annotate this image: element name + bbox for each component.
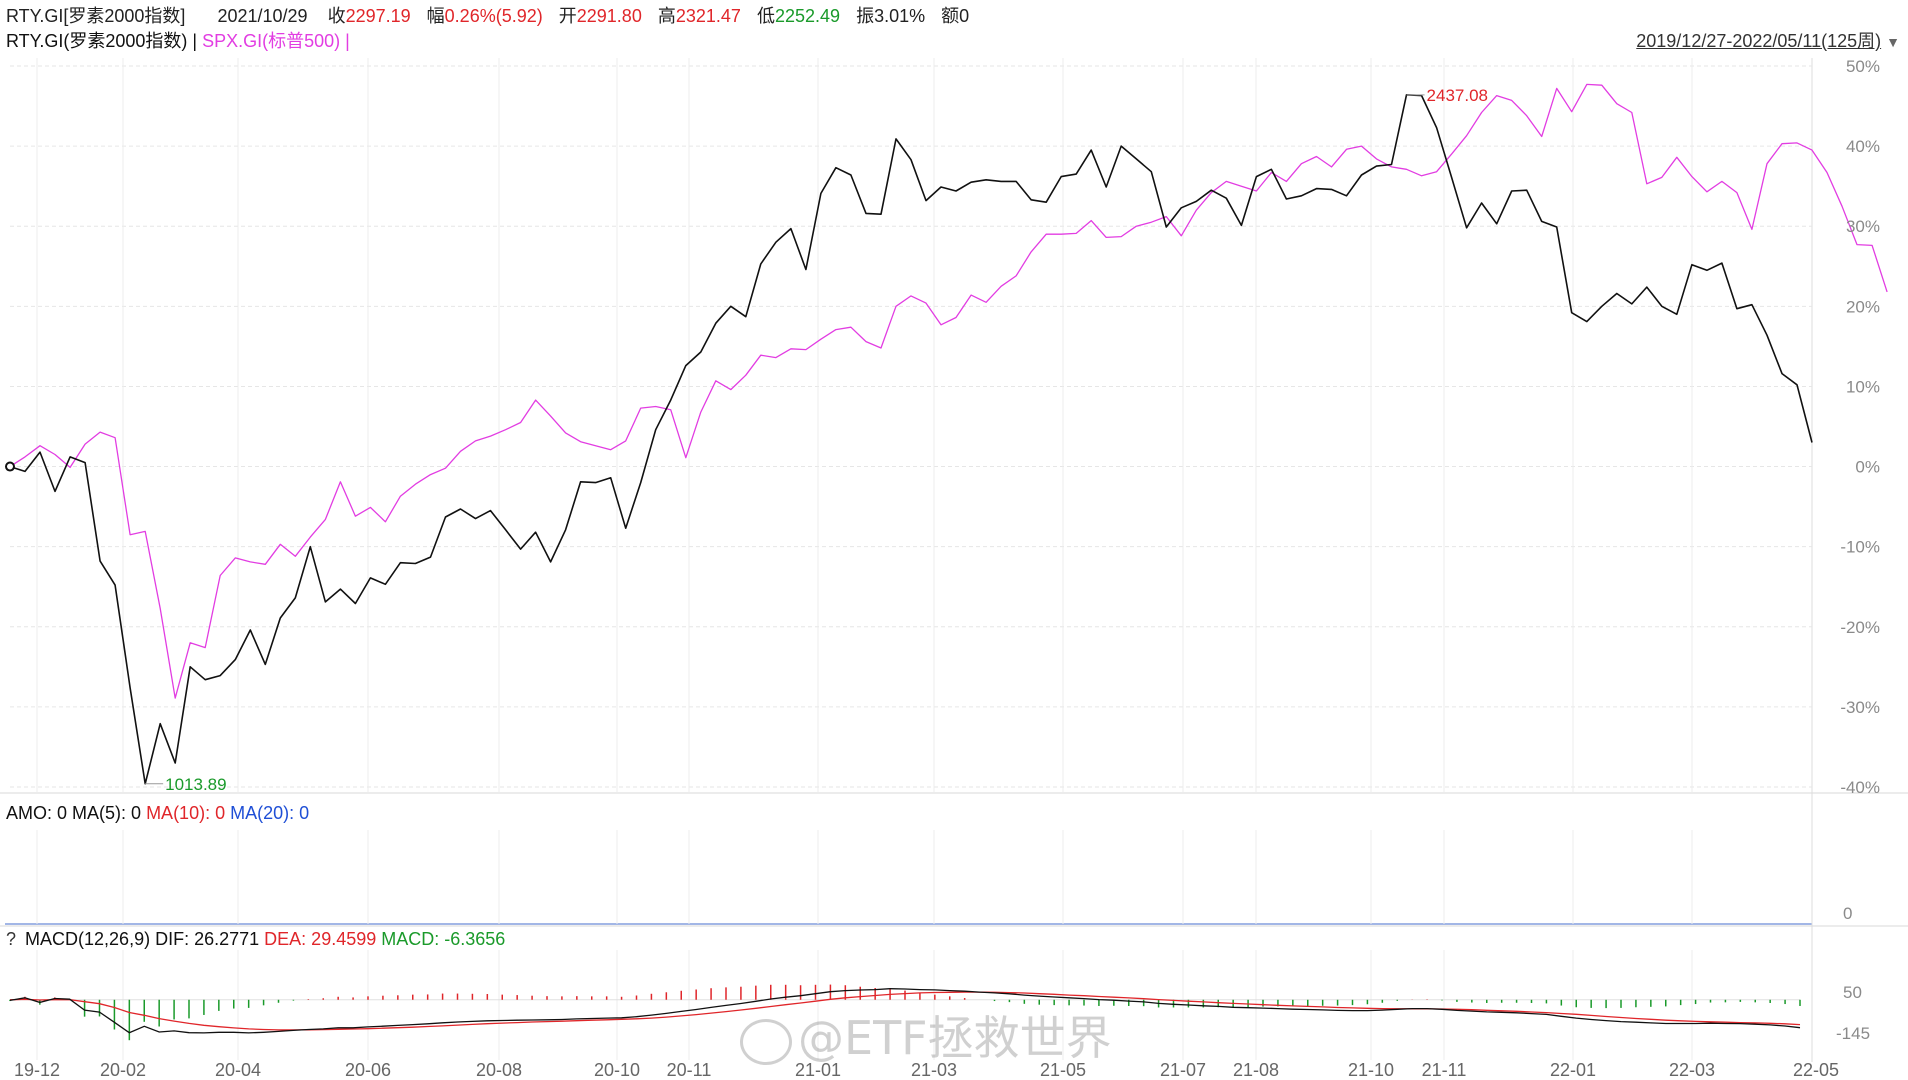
y-tick-label: 40% [1846, 137, 1880, 156]
legend-spx[interactable]: SPX.GI(标普500) | [202, 31, 350, 51]
amount-value: 0 [959, 6, 970, 26]
header-code: RTY.GI[罗素2000指数] [6, 6, 186, 26]
low-annotation: 1013.89 [165, 775, 226, 794]
x-tick-label: 19-12 [14, 1060, 60, 1080]
quote-header: RTY.GI[罗素2000指数] 2021/10/29 收2297.19 幅0.… [6, 2, 970, 26]
macd-tick-bottom: -145 [1836, 1024, 1871, 1043]
y-tick-label: -30% [1840, 698, 1880, 717]
y-tick-label: -40% [1840, 778, 1880, 797]
watermark: @ETF拯救世界 [740, 1002, 1112, 1068]
open-value: 2291.80 [576, 6, 642, 26]
macd-title: MACD(12,26,9) [25, 929, 151, 949]
x-tick-label: 20-04 [215, 1060, 261, 1080]
x-tick-label: 20-02 [100, 1060, 146, 1080]
macd-legend: ? MACD(12,26,9) DIF: 26.2771 DEA: 29.459… [6, 929, 505, 950]
watermark-text: @ETF拯救世界 [798, 1011, 1112, 1065]
date-range-selector[interactable]: 2019/12/27-2022/05/11(125周) ▼ [1636, 27, 1900, 51]
x-tick-label: 22-03 [1669, 1060, 1715, 1080]
y-tick-label: 50% [1846, 57, 1880, 76]
amplitude-label: 振 [856, 6, 875, 26]
amo-zero-tick: 0 [1843, 904, 1853, 923]
x-tick-label: 20-06 [345, 1060, 391, 1080]
x-tick-label: 21-10 [1348, 1060, 1394, 1080]
x-tick-label: 22-01 [1550, 1060, 1596, 1080]
date-range-label: 2019/12/27-2022/05/11(125周) [1636, 31, 1882, 51]
change-label: 幅 [426, 6, 445, 26]
x-tick-label: 21-07 [1160, 1060, 1206, 1080]
y-tick-label: 30% [1846, 217, 1880, 236]
ma20-label: MA(20): 0 [230, 803, 310, 823]
dif-value: DIF: 26.2771 [155, 929, 260, 949]
close-label: 收 [327, 6, 346, 26]
y-tick-label: -20% [1840, 618, 1880, 637]
dea-value: DEA: 29.4599 [264, 929, 377, 949]
y-tick-label: 10% [1846, 377, 1880, 396]
high-label: 高 [657, 6, 676, 26]
low-label: 低 [756, 6, 775, 26]
x-tick-label: 21-11 [1422, 1060, 1467, 1080]
spx-series-line [9, 83, 1888, 699]
open-label: 开 [558, 6, 577, 26]
header-date: 2021/10/29 [217, 6, 308, 26]
low-value: 2252.49 [774, 6, 841, 26]
close-value: 2297.19 [345, 6, 411, 26]
y-tick-label: 0% [1855, 458, 1880, 477]
amplitude-value: 3.01% [874, 6, 926, 26]
amo-label: AMO: 0 [6, 803, 68, 823]
weibo-logo-icon [740, 1018, 792, 1065]
amount-label: 额 [941, 6, 960, 26]
x-tick-label: 20-08 [476, 1060, 522, 1080]
start-marker [5, 461, 15, 472]
ma5-label: MA(5): 0 [72, 803, 142, 823]
dropdown-triangle-icon[interactable]: ▼ [1886, 34, 1900, 50]
high-value: 2321.47 [675, 6, 741, 26]
y-tick-label: 20% [1846, 297, 1880, 316]
macd-tick-top: 50 [1843, 983, 1862, 1002]
x-tick-label: 22-05 [1793, 1060, 1839, 1080]
macd-value: MACD: -6.3656 [381, 929, 506, 949]
x-tick-label: 21-08 [1233, 1060, 1279, 1080]
amo-legend: AMO: 0 MA(5): 0 MA(10): 0 MA(20): 0 [6, 803, 309, 824]
ma10-label: MA(10): 0 [146, 803, 226, 823]
change-value: 0.26%(5.92) [444, 6, 543, 26]
x-tick-label: 20-10 [594, 1060, 640, 1080]
x-tick-label: 20-11 [667, 1060, 712, 1080]
rty-series-line [9, 94, 1813, 785]
macd-help-button[interactable]: ? [6, 929, 17, 949]
series-legend: RTY.GI(罗素2000指数) | SPX.GI(标普500) | [6, 27, 350, 51]
y-tick-label: -10% [1840, 538, 1880, 557]
high-annotation: 2437.08 [1427, 86, 1488, 105]
legend-rty[interactable]: RTY.GI(罗素2000指数) | [6, 31, 198, 51]
